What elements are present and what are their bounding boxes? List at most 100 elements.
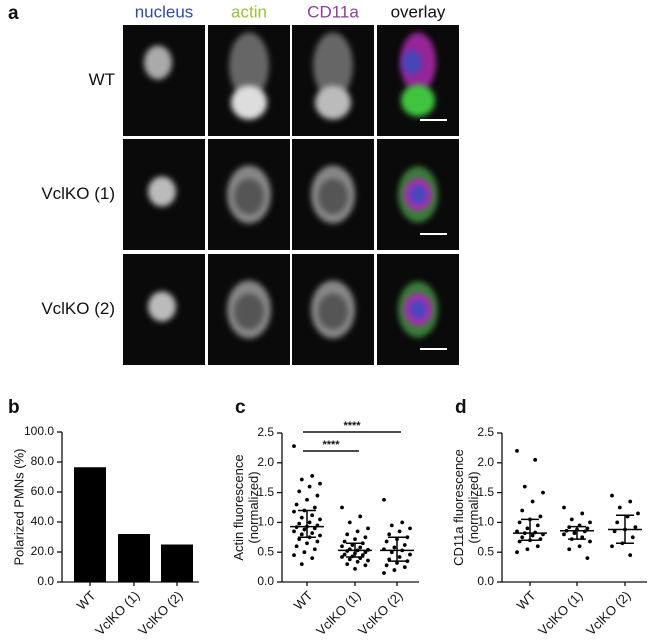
y-tick-label: 0.5 xyxy=(477,544,494,558)
data-point xyxy=(292,529,296,534)
data-point xyxy=(517,539,522,544)
x-tick-label: VclKO (1) xyxy=(92,588,142,638)
cell xyxy=(231,85,267,120)
data-point xyxy=(292,553,296,558)
row-label: WT xyxy=(89,70,115,89)
cell xyxy=(318,293,348,330)
data-point xyxy=(617,505,622,510)
data-point xyxy=(297,489,302,494)
bar xyxy=(161,544,193,582)
data-point xyxy=(294,502,299,507)
data-point xyxy=(541,490,545,495)
data-point xyxy=(305,497,309,502)
data-point xyxy=(515,448,519,453)
y-tick-label: 1.5 xyxy=(477,485,494,499)
data-point xyxy=(292,509,296,514)
data-point xyxy=(312,547,317,552)
data-point xyxy=(535,544,540,549)
data-point xyxy=(520,535,525,540)
data-point xyxy=(345,562,350,567)
data-point xyxy=(294,544,299,549)
x-tick-label: VclKO (1) xyxy=(535,588,585,638)
data-point xyxy=(340,555,344,559)
data-point xyxy=(347,557,352,562)
data-point xyxy=(397,529,402,534)
data-point xyxy=(567,547,572,552)
x-tick-label: VclKO (2) xyxy=(355,588,405,638)
data-point xyxy=(610,544,614,549)
y-axis-label: CD11a fluorescence(normalized) xyxy=(451,449,481,566)
data-point xyxy=(299,532,304,537)
y-tick-label: 1.0 xyxy=(477,515,494,529)
row-label: VclKO (2) xyxy=(41,299,115,318)
data-point xyxy=(630,535,635,540)
data-point xyxy=(387,557,392,562)
data-point xyxy=(366,558,370,563)
y-tick-label: 60.0 xyxy=(31,484,55,498)
data-point xyxy=(315,539,320,544)
cell xyxy=(402,50,422,75)
y-tick-label: 1.5 xyxy=(257,485,274,499)
data-point xyxy=(636,511,640,516)
data-point xyxy=(358,514,363,519)
data-point xyxy=(572,531,577,536)
cell xyxy=(401,84,435,117)
data-point xyxy=(535,523,540,528)
panel-label: a xyxy=(8,3,19,24)
y-tick-label: 2.0 xyxy=(477,455,494,469)
data-point xyxy=(382,497,386,502)
cell xyxy=(409,299,427,320)
data-point xyxy=(299,562,304,567)
data-point xyxy=(318,517,322,522)
data-point xyxy=(562,532,566,537)
data-point xyxy=(533,457,538,462)
data-point xyxy=(402,543,407,547)
data-point xyxy=(402,565,407,569)
data-point xyxy=(363,535,368,540)
y-axis-label: Polarized PMNs (%) xyxy=(11,448,26,565)
data-point xyxy=(538,514,543,519)
data-point xyxy=(522,484,527,489)
y-tick-label: 2.5 xyxy=(477,425,494,439)
x-tick-label: WT xyxy=(74,588,99,613)
micrograph xyxy=(123,25,205,136)
column-header: CD11a xyxy=(307,2,359,21)
data-point xyxy=(302,527,307,532)
cell xyxy=(313,32,353,99)
cell xyxy=(148,176,176,207)
column-header: overlay xyxy=(391,2,446,21)
data-point xyxy=(515,550,519,555)
data-point xyxy=(585,526,590,531)
data-point xyxy=(366,526,370,531)
data-point xyxy=(297,521,302,526)
data-point xyxy=(307,520,312,525)
data-point xyxy=(389,550,394,555)
data-point xyxy=(405,535,410,540)
data-point xyxy=(408,526,412,531)
y-tick-label: 0.0 xyxy=(477,574,494,588)
data-point xyxy=(363,563,368,568)
data-point xyxy=(310,474,315,478)
data-point xyxy=(342,552,347,557)
panel-label: c xyxy=(235,397,246,418)
data-point xyxy=(360,553,365,558)
x-tick-label: VclKO (1) xyxy=(313,588,363,638)
y-tick-label: 100.0 xyxy=(24,424,54,438)
cell xyxy=(148,291,176,322)
data-point xyxy=(307,484,312,489)
cell xyxy=(144,45,172,80)
data-point xyxy=(340,505,344,510)
data-point xyxy=(302,550,307,555)
data-point xyxy=(299,477,304,482)
bar xyxy=(74,467,106,582)
cell xyxy=(229,32,269,99)
cell xyxy=(315,85,351,120)
data-point xyxy=(353,537,357,541)
data-point xyxy=(530,499,535,504)
data-point xyxy=(400,520,405,525)
significance-label: **** xyxy=(343,420,361,432)
data-point xyxy=(569,517,574,522)
data-point xyxy=(355,529,360,534)
data-point xyxy=(585,556,590,561)
